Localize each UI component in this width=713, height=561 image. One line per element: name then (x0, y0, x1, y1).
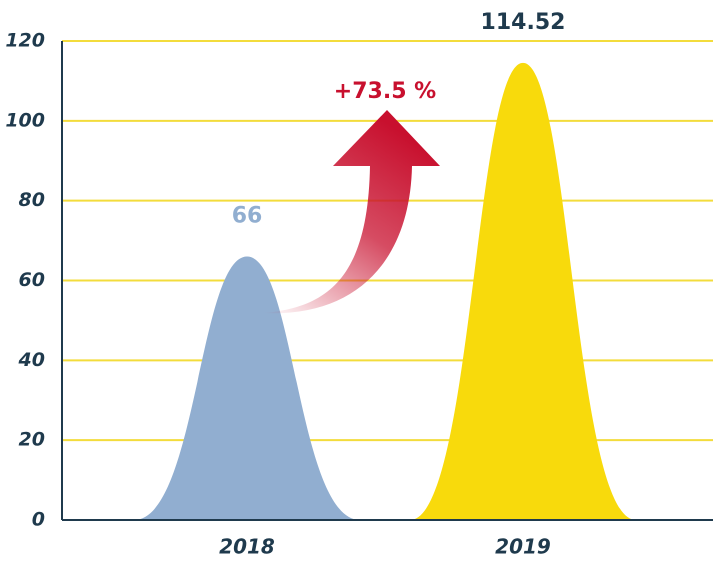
bars (134, 62, 636, 521)
y-tick-label: 40 (18, 349, 45, 371)
x-tick-label: 2018 (219, 535, 275, 559)
y-tick-label: 0 (32, 509, 45, 531)
value-label: 114.52 (481, 10, 566, 35)
y-tick-label: 100 (5, 109, 45, 131)
y-tick-label: 120 (5, 30, 45, 52)
value-label: 66 (232, 204, 263, 229)
growth-arrow (262, 110, 440, 314)
y-tick-label: 60 (19, 269, 45, 291)
bar (134, 256, 360, 520)
y-tick-label: 20 (19, 429, 45, 451)
y-tick-label: 80 (19, 189, 45, 211)
annotation: +73.5 % (334, 79, 436, 104)
bar (410, 62, 636, 521)
x-tick-label: 2019 (495, 535, 551, 559)
